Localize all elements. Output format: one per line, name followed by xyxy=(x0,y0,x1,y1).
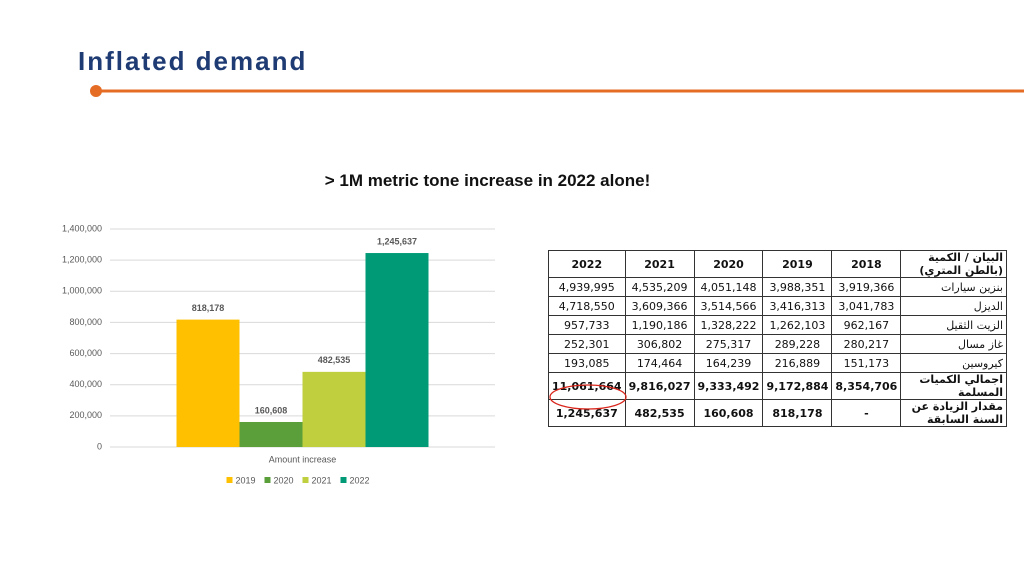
table-row: 4,939,995 4,535,209 4,051,148 3,988,351 3,91… xyxy=(548,277,1007,297)
legend-label: 2019 xyxy=(236,475,256,485)
table-cell: 2018 xyxy=(831,250,902,278)
table-cell: 1,190,186 xyxy=(624,315,695,335)
table-cell: 8,354,706 xyxy=(831,372,902,400)
table-row: 2022 2021 2020 2019 2018 البيان / الكمية (بال… xyxy=(548,250,1007,278)
table-cell: 9,333,492 xyxy=(693,372,764,400)
y-tick-label: 400,000 xyxy=(69,379,102,389)
legend-swatch xyxy=(226,477,233,483)
data-table: 2022 2021 2020 2019 2018 البيان / الكمية (بال… xyxy=(548,250,1007,427)
table-cell: 2020 xyxy=(693,250,764,278)
divider-dot xyxy=(90,85,102,97)
legend-swatch xyxy=(340,477,347,483)
table-cell: 9,172,884 xyxy=(762,372,833,400)
table-cell: البيان / الكمية (بالطن المتري) xyxy=(900,250,1007,278)
table-cell: - xyxy=(831,399,902,427)
table-cell: 818,178 xyxy=(762,399,833,427)
y-tick-label: 0 xyxy=(97,441,102,451)
table-cell: 2022 xyxy=(548,250,626,278)
table-cell: 151,173 xyxy=(831,353,902,373)
table-cell: 482,535 xyxy=(624,399,695,427)
data-label: 1,245,637 xyxy=(377,236,417,246)
table-cell: بنزين سيارات xyxy=(900,277,1007,297)
data-label: 818,178 xyxy=(192,303,225,313)
y-tick-label: 1,200,000 xyxy=(62,255,102,265)
table-cell: 164,239 xyxy=(693,353,764,373)
table-cell: 11,061,664 xyxy=(548,372,626,400)
slide-title: Inflated demand xyxy=(78,46,308,76)
table-cell: 4,535,209 xyxy=(624,277,695,297)
table-cell: 1,262,103 xyxy=(762,315,833,335)
bar xyxy=(365,253,429,447)
table-cell: 289,228 xyxy=(762,334,833,354)
table-cell: 3,988,351 xyxy=(762,277,833,297)
table-cell: 3,919,366 xyxy=(831,277,902,297)
table-cell: الديزل xyxy=(900,296,1007,316)
table-cell: 3,416,313 xyxy=(762,296,833,316)
y-tick-label: 200,000 xyxy=(69,410,102,420)
y-tick-label: 1,400,000 xyxy=(62,223,102,233)
table-cell: 4,051,148 xyxy=(693,277,764,297)
bar xyxy=(176,319,240,447)
table-cell: 962,167 xyxy=(831,315,902,335)
subtitle: > 1M metric tone increase in 2022 alone! xyxy=(324,171,651,190)
table-cell: 3,514,566 xyxy=(693,296,764,316)
table-cell: مقدار الزيادة عن السنة السابقة xyxy=(900,399,1007,427)
table-cell: 193,085 xyxy=(548,353,626,373)
table-cell: 216,889 xyxy=(762,353,833,373)
legend-label: 2021 xyxy=(312,475,332,485)
table-cell: 252,301 xyxy=(548,334,626,354)
legend-swatch xyxy=(264,477,271,483)
table-row: 252,301 306,802 275,317 289,228 280,217 غاز م… xyxy=(548,334,1007,354)
table-row: 957,733 1,190,186 1,328,222 1,262,103 962,16… xyxy=(548,315,1007,335)
table-cell: 275,317 xyxy=(693,334,764,354)
table-cell: 9,816,027 xyxy=(624,372,695,400)
table-cell: 2019 xyxy=(762,250,833,278)
table-cell: 4,718,550 xyxy=(548,296,626,316)
table-cell: اجمالي الكميات المسلمة xyxy=(900,372,1007,400)
table-row: 193,085 174,464 164,239 216,889 151,173 كيروس… xyxy=(548,353,1007,373)
table-cell: 174,464 xyxy=(624,353,695,373)
legend-swatch xyxy=(302,477,309,483)
legend-label: 2020 xyxy=(274,475,294,485)
y-tick-label: 1,000,000 xyxy=(62,286,102,296)
table-cell: 3,041,783 xyxy=(831,296,902,316)
data-label: 482,535 xyxy=(318,355,351,365)
table-cell: 1,328,222 xyxy=(693,315,764,335)
table-cell: 2021 xyxy=(624,250,695,278)
legend-label: 2022 xyxy=(350,475,370,485)
y-tick-label: 800,000 xyxy=(69,317,102,327)
table-cell: 280,217 xyxy=(831,334,902,354)
table-cell: 306,802 xyxy=(624,334,695,354)
y-tick-label: 600,000 xyxy=(69,348,102,358)
table-row: 11,061,664 9,816,027 9,333,492 9,172,884 8,3… xyxy=(548,372,1007,400)
x-tick-label: Amount increase xyxy=(269,454,337,464)
table-cell: غاز مسال xyxy=(900,334,1007,354)
table-cell: 3,609,366 xyxy=(624,296,695,316)
bar xyxy=(302,371,366,447)
table-row: 4,718,550 3,609,366 3,514,566 3,416,313 3,04… xyxy=(548,296,1007,316)
table-cell: 160,608 xyxy=(693,399,764,427)
table-cell: كيروسين xyxy=(900,353,1007,373)
data-label: 160,608 xyxy=(255,405,288,415)
table-cell: الزيت الثقيل xyxy=(900,315,1007,335)
bar xyxy=(239,421,303,447)
table-row: 1,245,637 482,535 160,608 818,178- مقدار الز… xyxy=(548,399,1007,427)
table-cell: 957,733 xyxy=(548,315,626,335)
chart: 0 200,000 400,000 600,000 800,000 1,000,000 1,… xyxy=(62,223,495,485)
table-cell: 1,245,637 xyxy=(548,399,626,427)
table-cell: 4,939,995 xyxy=(548,277,626,297)
